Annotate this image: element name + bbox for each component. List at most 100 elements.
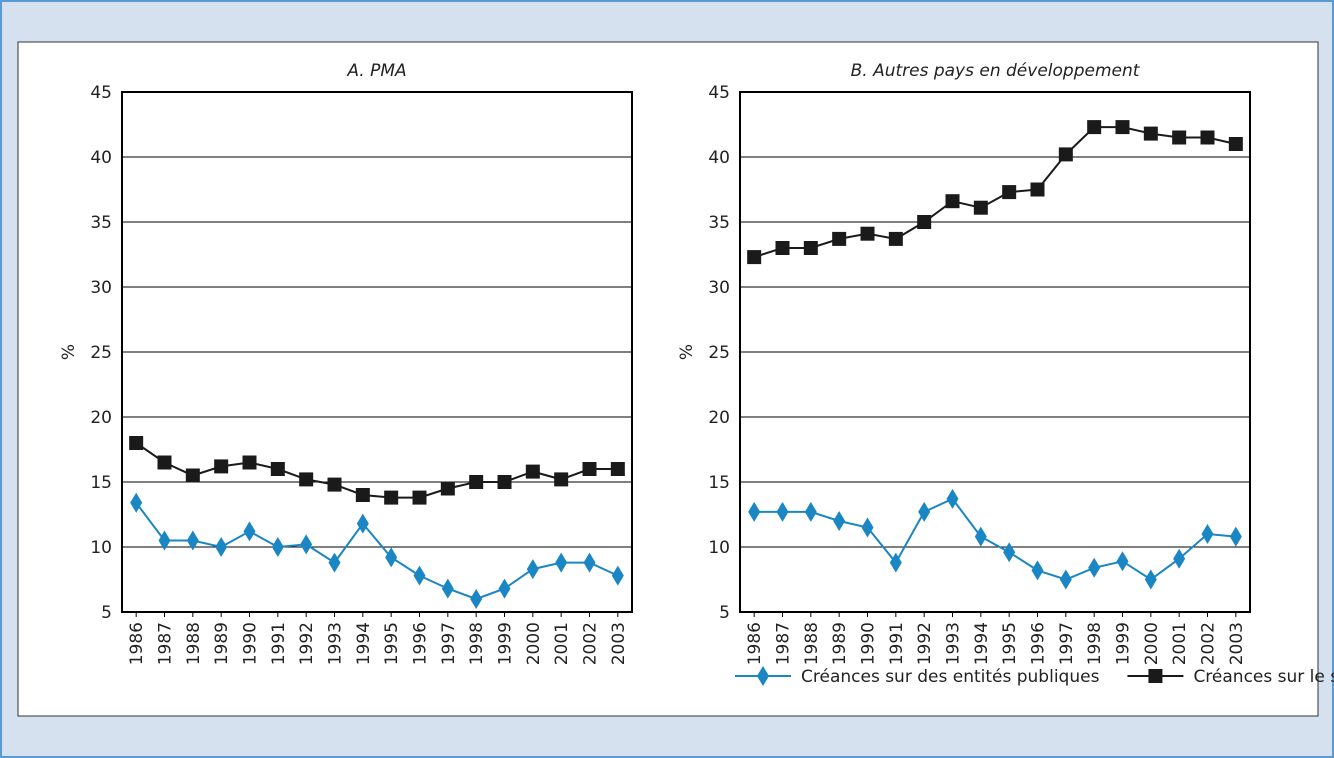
x-tick-label: 1989 (830, 622, 850, 665)
point (776, 501, 789, 522)
point (555, 552, 568, 573)
point (945, 194, 960, 209)
y-tick-label: 25 (90, 343, 112, 363)
x-tick-label: 1988 (802, 622, 822, 665)
point (974, 526, 987, 547)
point (328, 552, 341, 573)
y-tick-label: 35 (708, 213, 730, 233)
y-tick-label: 15 (90, 473, 112, 493)
x-tick-label: 1993 (326, 622, 346, 665)
y-tick-label: 30 (90, 278, 112, 298)
point (1200, 130, 1215, 145)
x-tick-label: 1998 (467, 622, 487, 665)
y-tick-label: 45 (708, 83, 730, 103)
point (1059, 569, 1072, 590)
point (748, 501, 761, 522)
point (861, 517, 874, 538)
x-tick-label: 1998 (1085, 622, 1105, 665)
x-tick-label: 1996 (411, 622, 431, 665)
x-tick-label: 2003 (1227, 622, 1247, 665)
x-tick-label: 1990 (241, 622, 261, 665)
x-tick-label: 1996 (1029, 622, 1049, 665)
point (470, 589, 483, 609)
y-axis-label: % (677, 344, 697, 360)
point (356, 513, 369, 534)
x-tick-label: 2002 (581, 622, 601, 665)
point (610, 462, 625, 476)
x-tick-label: 1991 (269, 622, 289, 665)
point (1229, 526, 1242, 547)
x-tick-label: 1986 (745, 622, 765, 665)
x-tick-label: 1993 (944, 622, 964, 665)
x-tick-label: 1995 (382, 622, 402, 665)
y-tick-label: 5 (101, 603, 112, 623)
point (271, 537, 284, 557)
point (1088, 557, 1101, 578)
x-tick-label: 1992 (297, 622, 317, 665)
x-tick-label: 1999 (1114, 622, 1134, 665)
point (860, 226, 875, 241)
point (1087, 120, 1102, 135)
point (918, 501, 931, 522)
x-tick-label: 2001 (552, 622, 572, 665)
point (1201, 524, 1214, 544)
y-tick-label: 35 (90, 213, 112, 233)
y-tick-label: 20 (90, 408, 112, 428)
point (214, 459, 229, 474)
y-tick-label: 40 (90, 148, 112, 168)
y-tick-label: 20 (708, 408, 730, 428)
point (157, 455, 172, 470)
point (441, 578, 454, 599)
y-tick-label: 30 (708, 278, 730, 298)
point (327, 477, 342, 492)
y-tick-label: 15 (708, 473, 730, 493)
point (1058, 147, 1073, 162)
x-tick-label: 1986 (127, 622, 147, 665)
point (611, 565, 624, 586)
x-tick-label: 1992 (915, 622, 935, 665)
point (1143, 126, 1158, 141)
point (385, 547, 398, 568)
point (526, 559, 539, 580)
plot-border (739, 91, 1251, 613)
point (498, 578, 511, 599)
x-tick-label: 1988 (184, 622, 204, 665)
point (804, 501, 817, 522)
point (917, 215, 932, 229)
point (270, 462, 285, 476)
point (1228, 137, 1243, 151)
x-tick-label: 2001 (1170, 622, 1190, 665)
point (300, 534, 313, 555)
point (185, 468, 200, 483)
point (299, 472, 314, 487)
y-axis-label: % (59, 344, 79, 360)
point (554, 472, 569, 487)
x-tick-label: 1990 (859, 622, 879, 665)
point (946, 488, 959, 509)
point (889, 552, 902, 573)
point (888, 231, 903, 246)
point (158, 530, 171, 551)
x-tick-label: 1997 (1057, 622, 1077, 665)
legend-label: Créances sur le secteur privé (1193, 667, 1334, 687)
chart-title: B. Autres pays en développement (851, 61, 1141, 81)
point (1172, 130, 1187, 145)
point (355, 488, 370, 502)
point (1002, 185, 1017, 200)
y-tick-label: 40 (708, 148, 730, 168)
point (1030, 182, 1045, 197)
chart-title: A. PMA (346, 61, 406, 81)
point (130, 492, 143, 513)
y-tick-label: 5 (719, 603, 730, 623)
point (757, 666, 769, 686)
legend-label: Créances sur des entités publiques (801, 667, 1100, 687)
point (440, 481, 455, 496)
point (384, 490, 399, 505)
y-tick-label: 10 (708, 538, 730, 558)
x-tick-label: 1994 (972, 622, 992, 665)
point (832, 231, 847, 246)
point (525, 464, 540, 479)
point (747, 250, 762, 265)
point (833, 511, 846, 531)
